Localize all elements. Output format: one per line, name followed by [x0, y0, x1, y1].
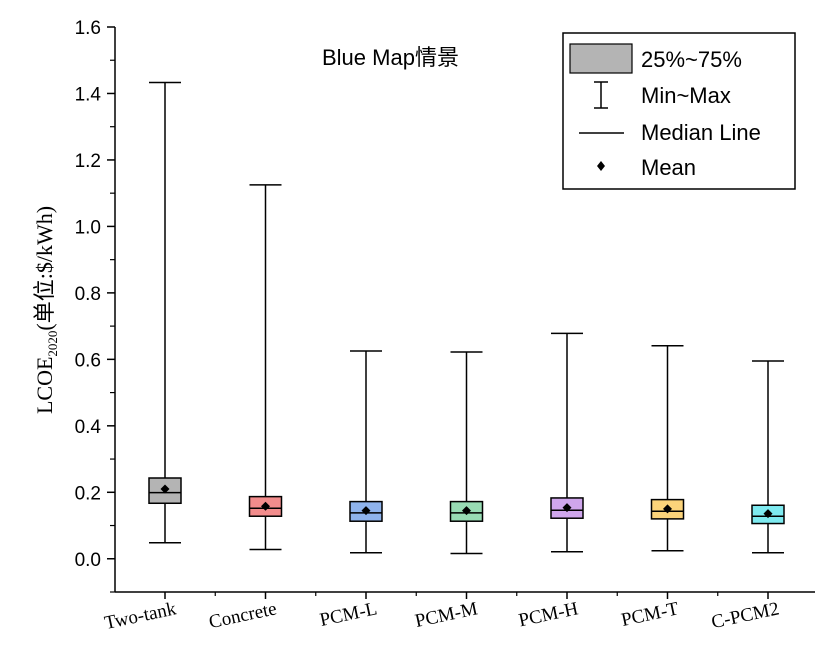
- box-group: [248, 184, 283, 551]
- box-group: [751, 360, 785, 554]
- y-tick-label: 1.6: [75, 18, 101, 39]
- x-tick-label: PCM-T: [619, 598, 681, 631]
- box-group: [349, 350, 383, 554]
- mean-marker: [361, 506, 371, 516]
- y-tick-label: 0.2: [75, 483, 101, 504]
- y-tick-label: 1.4: [75, 84, 102, 105]
- legend-median-label: Median Line: [641, 120, 761, 145]
- box-group: [650, 344, 685, 552]
- x-tick-label: PCM-H: [517, 598, 581, 631]
- mean-marker: [763, 509, 773, 519]
- iqr-box: [148, 477, 182, 505]
- box-group: [449, 351, 484, 555]
- legend-mean-symbol: [597, 161, 605, 171]
- box-group: [148, 81, 182, 544]
- legend-box-swatch: [569, 43, 633, 74]
- y-axis-ticks: 0.0 0.2 0.4 0.6 0.8 1.0 1.2 1.4 1.6: [75, 18, 115, 593]
- x-axis-ticks: Two-tank Concrete PCM-L PCM-M PCM-H PCM-T C-PC…: [103, 592, 781, 634]
- y-tick-label: 0.8: [75, 284, 101, 305]
- legend: 25%~75% Min~Max Median Line Mean: [562, 32, 796, 190]
- y-tick-label: 0.0: [75, 550, 101, 571]
- x-tick-label: Concrete: [207, 598, 278, 633]
- mean-marker: [462, 506, 471, 516]
- chart-title: Blue Map情景: [322, 45, 459, 70]
- legend-box-label: 25%~75%: [641, 47, 742, 72]
- legend-whisker-label: Min~Max: [641, 83, 731, 108]
- mean-marker: [562, 503, 572, 513]
- y-axis-label: LCOE2020(单位:$/kWh): [32, 206, 60, 414]
- x-tick-label: C-PCM2: [710, 598, 782, 633]
- x-tick-label: PCM-M: [413, 598, 479, 632]
- y-tick-label: 0.4: [75, 417, 102, 438]
- mean-marker: [160, 484, 170, 494]
- mean-marker: [261, 501, 270, 511]
- y-tick-label: 1.0: [75, 217, 101, 238]
- y-tick-label: 1.2: [75, 151, 101, 172]
- x-tick-label: Two-tank: [103, 598, 179, 634]
- box-series: [148, 81, 785, 555]
- mean-marker: [663, 504, 672, 514]
- y-tick-label: 0.6: [75, 350, 101, 371]
- box-group: [550, 332, 584, 553]
- x-tick-label: PCM-L: [318, 598, 379, 631]
- legend-mean-label: Mean: [641, 155, 696, 180]
